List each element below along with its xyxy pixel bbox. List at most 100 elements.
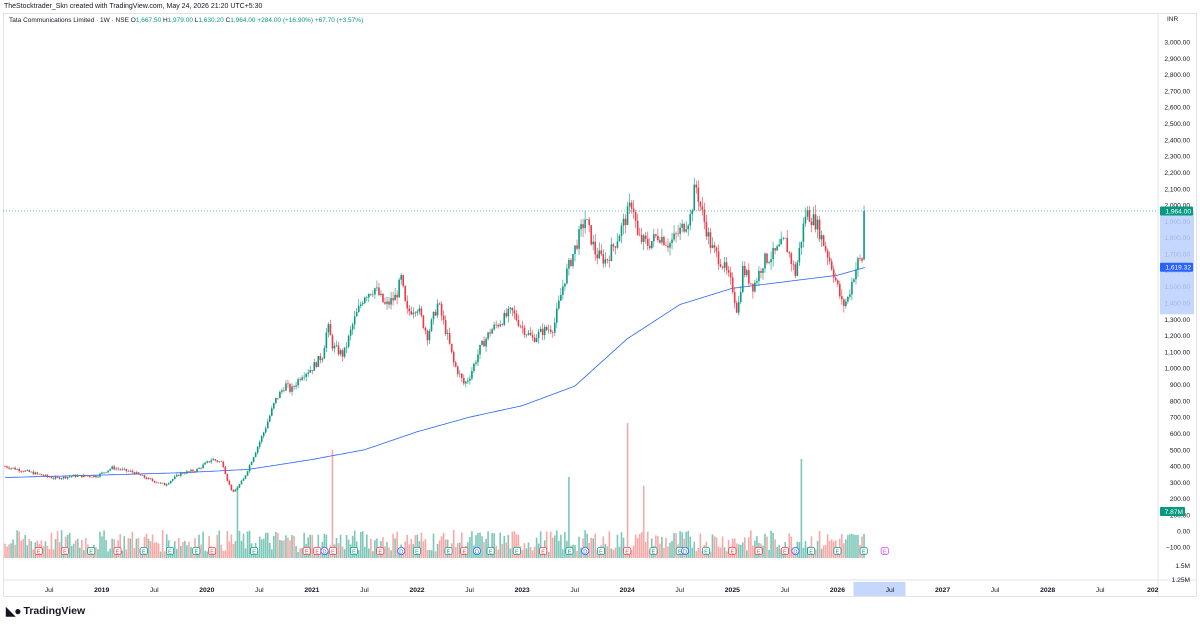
candle-body (107, 470, 109, 473)
volume-bar (396, 531, 398, 558)
candle-body (178, 474, 180, 476)
volume-bar (665, 537, 667, 558)
legend-open: 1,667.50 (135, 17, 162, 24)
candle-body (212, 459, 214, 461)
candle-body (622, 218, 625, 226)
event-label: E (168, 549, 172, 555)
volume-bar (701, 551, 704, 558)
volume-bar (236, 486, 239, 558)
volume-bar (695, 551, 698, 558)
candle-body (828, 257, 831, 262)
candle-body (822, 235, 825, 246)
candle-body (171, 479, 174, 481)
candle-body (388, 301, 390, 305)
candle-body (58, 477, 61, 479)
candle-body (450, 343, 453, 352)
event-label: E (252, 549, 256, 555)
candle-body (566, 268, 568, 284)
candle-body (454, 362, 457, 367)
candle-body (610, 244, 613, 261)
candle-body (547, 329, 550, 331)
candle-body (167, 483, 170, 485)
candle-body (452, 351, 455, 363)
tradingview-logo[interactable]: ◣● TradingView (6, 604, 85, 618)
candle-body (729, 272, 732, 278)
candle-body (774, 248, 776, 251)
volume-bar (295, 546, 297, 558)
candle-body (715, 247, 718, 252)
candle-body (780, 238, 782, 245)
candle-body (412, 312, 415, 315)
earnings-event-icon (139, 547, 148, 556)
candle-body (83, 475, 85, 478)
candle-body (851, 281, 853, 295)
candle-body (204, 462, 206, 465)
candle-body (40, 474, 43, 476)
candle-body (226, 474, 229, 481)
candle-body (123, 468, 126, 470)
volume-bar (454, 547, 457, 558)
event-label: E (809, 549, 813, 555)
legend-symbol[interactable]: Tata Communications Limited · 1W · NSE (9, 17, 129, 24)
volume-bar (507, 534, 510, 558)
candle-body (723, 262, 726, 268)
candle-body (533, 337, 536, 342)
candle-body (238, 484, 241, 488)
volume-bar (634, 534, 637, 558)
candle-body (855, 269, 857, 280)
candle-body (285, 383, 287, 391)
candle-body (89, 476, 91, 477)
volume-bar (372, 551, 374, 558)
candle-body (91, 476, 93, 478)
event-label: D (793, 549, 797, 555)
volume-bar (6, 546, 8, 558)
candle-body (673, 233, 675, 240)
volume-bar (764, 533, 766, 558)
volume-bar (432, 533, 435, 558)
candle-body (796, 262, 799, 276)
volume-bar (173, 541, 176, 558)
volume-bar (790, 536, 793, 558)
candle-body (287, 383, 289, 385)
candle-body (853, 279, 855, 282)
candle-body (236, 487, 239, 490)
event-label: E (210, 549, 214, 555)
volume-bar (800, 459, 803, 558)
legend-c-label: C (225, 17, 231, 24)
candle-body (386, 301, 388, 304)
candle-body (847, 296, 849, 302)
volume-bar (238, 530, 241, 558)
volume-bar (46, 545, 49, 558)
candle-body (368, 294, 370, 298)
candle-body (717, 251, 720, 265)
candle-body (551, 331, 554, 333)
candle-body (432, 311, 435, 320)
volume-bar (560, 534, 562, 558)
candle-body (503, 313, 506, 325)
volume-bar (661, 536, 663, 558)
time-tick-label: Jul (150, 587, 159, 594)
candle-body (149, 478, 152, 480)
candle-body (806, 210, 809, 217)
candle-body (824, 245, 827, 251)
volume-bar (503, 535, 506, 558)
volume-bar (345, 534, 348, 558)
currency-label[interactable]: INR (1167, 16, 1179, 23)
volume-bar (242, 533, 245, 558)
candle-body (475, 362, 477, 364)
event-label: D (475, 549, 479, 555)
volume-bar (271, 549, 273, 558)
candle-body (135, 472, 138, 475)
volume-bar (301, 548, 303, 558)
volume-bar (608, 531, 611, 558)
candle-body (299, 379, 301, 380)
volume-bar (830, 539, 833, 558)
candle-body (477, 354, 479, 363)
dividend-event-icon (472, 547, 481, 556)
candle-body (632, 208, 635, 213)
legend-o-label: O (130, 17, 136, 24)
candle-body (802, 223, 805, 242)
volume-bar (535, 537, 538, 558)
candle-body (380, 293, 382, 296)
